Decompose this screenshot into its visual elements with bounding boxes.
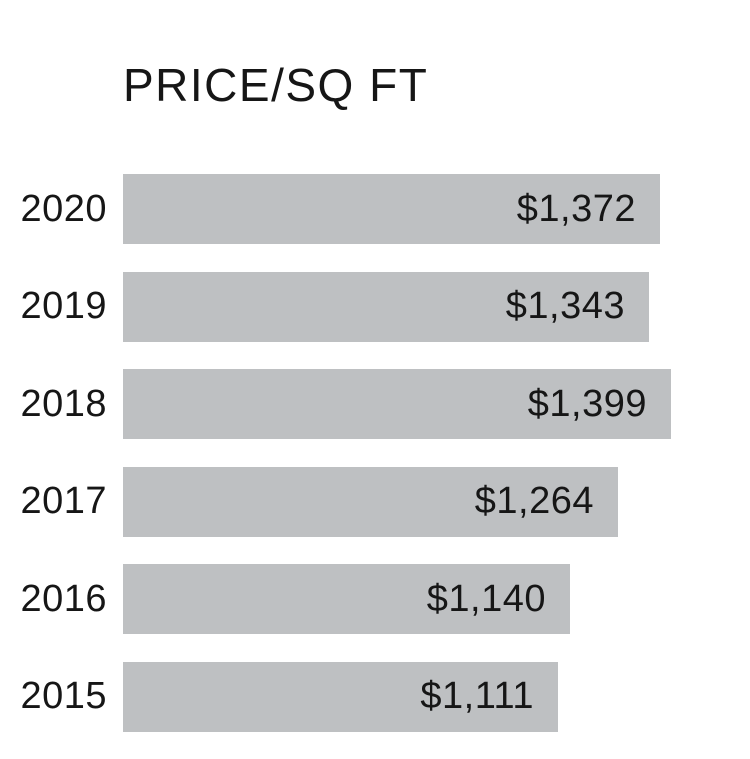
bar-row: 2019 $1,343 bbox=[0, 271, 750, 342]
bar: $1,372 bbox=[123, 174, 660, 244]
bar-value-label: $1,343 bbox=[505, 285, 625, 327]
bar-value-label: $1,372 bbox=[516, 187, 636, 230]
bar: $1,264 bbox=[123, 466, 618, 537]
bar-rows: 2020 $1,372 2019 $1,343 2018 $1,399 2017… bbox=[0, 174, 750, 759]
bar-row: 2020 $1,372 bbox=[0, 174, 750, 244]
bar-value-label: $1,111 bbox=[420, 675, 534, 717]
year-label: 2020 bbox=[20, 187, 107, 230]
bar-row: 2018 $1,399 bbox=[0, 369, 750, 439]
bar-value-label: $1,264 bbox=[474, 480, 594, 522]
bar-value-label: $1,140 bbox=[426, 577, 546, 620]
year-label: 2017 bbox=[20, 480, 107, 522]
chart-title: PRICE/SQ FT bbox=[123, 59, 429, 111]
bar-row: 2016 $1,140 bbox=[0, 564, 750, 634]
bar: $1,343 bbox=[123, 271, 649, 342]
year-label: 2015 bbox=[20, 675, 107, 717]
bar-value-label: $1,399 bbox=[527, 382, 647, 425]
bar-row: 2015 $1,111 bbox=[0, 661, 750, 732]
year-label: 2019 bbox=[20, 285, 107, 327]
bar: $1,399 bbox=[123, 369, 671, 439]
bar: $1,140 bbox=[123, 564, 570, 634]
year-label: 2018 bbox=[20, 382, 107, 425]
bar: $1,111 bbox=[123, 661, 558, 732]
bar-row: 2017 $1,264 bbox=[0, 466, 750, 537]
year-label: 2016 bbox=[20, 577, 107, 620]
